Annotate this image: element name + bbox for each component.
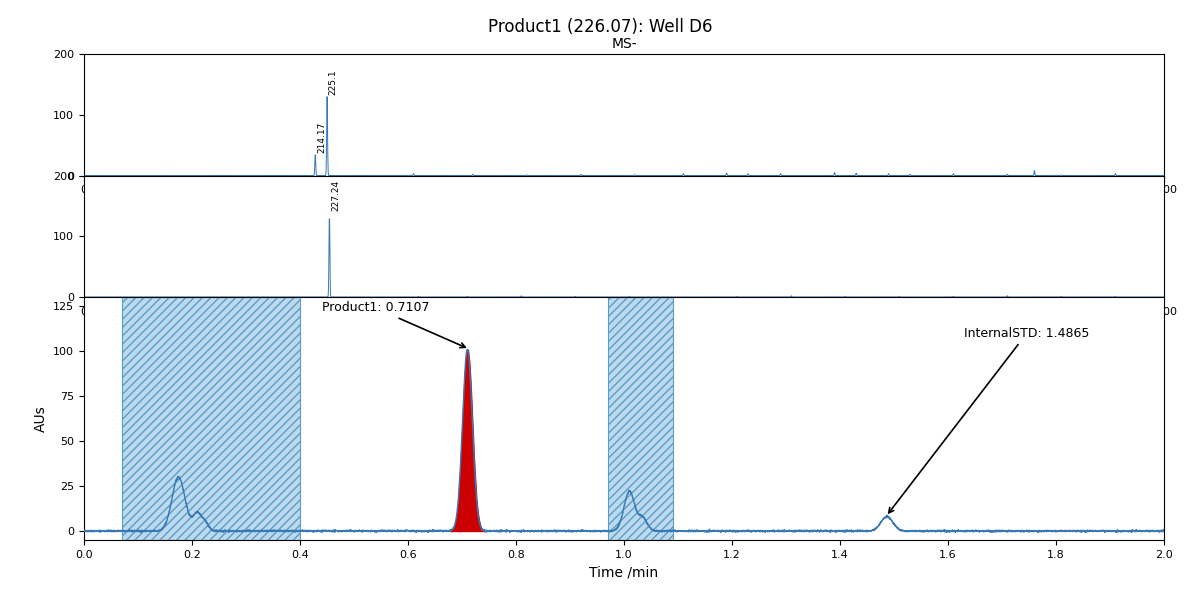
Text: 214.17: 214.17 <box>317 122 326 153</box>
Text: Product1: 0.7107: Product1: 0.7107 <box>322 301 466 347</box>
Text: InternalSTD: 1.4865: InternalSTD: 1.4865 <box>889 326 1090 513</box>
Text: 225.1: 225.1 <box>329 70 337 95</box>
X-axis label: Time /min: Time /min <box>589 565 659 579</box>
Text: Product1 (226.07): Well D6: Product1 (226.07): Well D6 <box>487 18 713 36</box>
Text: 227.24: 227.24 <box>331 179 340 211</box>
Bar <box>607 297 673 540</box>
Y-axis label: AUs: AUs <box>34 405 48 432</box>
Bar <box>607 297 673 540</box>
Bar <box>122 297 300 540</box>
Text: MS+: MS+ <box>608 209 640 223</box>
Title: MS-: MS- <box>611 37 637 52</box>
Bar <box>122 297 300 540</box>
